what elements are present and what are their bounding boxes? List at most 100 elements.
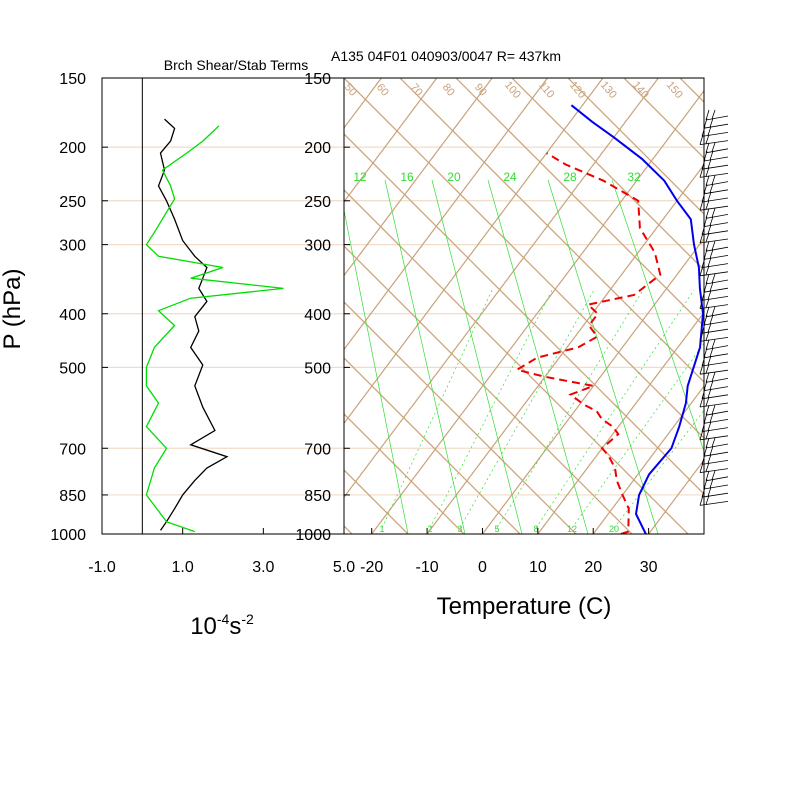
isotherm-label: 150	[664, 79, 685, 101]
y-axis-label: P (hPa)	[0, 269, 26, 350]
left-y-tick-label: 300	[59, 238, 86, 255]
wind-barb	[705, 372, 729, 383]
wind-barb	[701, 421, 729, 432]
isotherm-label: 110	[536, 79, 556, 100]
wind-barb	[701, 487, 729, 498]
left-y-tick-label: 250	[59, 194, 86, 211]
right-x-tick-label: -10	[416, 559, 439, 576]
wind-barb	[699, 462, 729, 473]
wind-barb	[701, 126, 729, 137]
moist-adiabat-line	[459, 289, 595, 529]
left-y-tick-label: 700	[59, 441, 86, 458]
right-panel-frame	[343, 77, 705, 535]
left-series-line-green	[145, 125, 284, 533]
right-y-tick-label: 300	[304, 238, 331, 255]
wind-barb	[705, 470, 729, 482]
right-x-tick-label: 10	[529, 559, 547, 576]
right-y-tick-label: 400	[304, 307, 331, 324]
wind-barb	[699, 364, 729, 375]
isotherm-line	[0, 78, 326, 534]
right-y-tick-label: 150	[304, 71, 331, 88]
wind-barb	[703, 183, 729, 195]
right-y-tick-label: 250	[304, 194, 331, 211]
wind-barb	[705, 306, 729, 318]
isotherm-label: 130	[598, 79, 619, 101]
wind-barb	[705, 437, 729, 449]
mixing-ratio-line	[487, 179, 589, 534]
left-y-tick-label: 400	[59, 307, 86, 324]
wind-barb	[701, 257, 729, 268]
mixing-ratio-bottom-label: 5	[494, 524, 499, 534]
mixing-ratio-line	[384, 179, 466, 534]
isotherm-label: 120	[567, 79, 588, 101]
right-y-tick-label: 1000	[295, 527, 331, 544]
isotherm-line	[481, 237, 704, 534]
wind-barb	[701, 290, 729, 301]
dry-adiabat-line	[344, 189, 689, 534]
right-panel-title: A135 04F01 040903/0047 R= 437km	[331, 48, 561, 64]
mixing-ratio-line	[431, 179, 523, 534]
wind-barb	[699, 134, 729, 145]
wind-barb	[699, 396, 729, 408]
isotherm-line	[344, 78, 493, 277]
left-y-tick-label: 1000	[50, 527, 86, 544]
wind-barb	[703, 118, 729, 129]
dry-adiabat-line	[344, 78, 704, 439]
isotherm-label: 140	[630, 79, 651, 101]
left-x-tick-label: 3.0	[252, 559, 274, 576]
wind-barb	[703, 413, 729, 424]
mixing-ratio-line	[344, 208, 409, 534]
mixing-ratio-label: 32	[627, 170, 641, 184]
mixing-ratio-bottom-label: 2	[427, 524, 432, 534]
mixing-ratio-label: 28	[563, 170, 577, 184]
right-y-tick-label: 700	[304, 441, 331, 458]
right-x-tick-label: 0	[478, 559, 487, 576]
isotherm-label: 80	[440, 82, 457, 99]
left-y-tick-label: 500	[59, 360, 86, 377]
isotherm-line	[0, 78, 271, 534]
wind-barb	[701, 355, 729, 367]
wind-barb	[705, 241, 729, 252]
wind-barb	[703, 478, 729, 490]
wind-barb	[699, 167, 729, 178]
mixing-ratio-bottom-label: 12	[567, 524, 577, 534]
wind-barb	[703, 216, 729, 227]
wind-barb	[703, 282, 729, 293]
isotherm-line	[426, 163, 704, 534]
right-y-tick-label: 500	[304, 360, 331, 377]
left-x-axis-label: 10-4s-2	[190, 611, 254, 640]
wind-barb	[701, 388, 729, 400]
isotherm-label: 100	[502, 79, 523, 101]
isotherm-line	[648, 459, 704, 534]
wind-barb	[705, 109, 729, 121]
wind-barb	[701, 454, 729, 465]
moist-adiabat-line	[381, 289, 493, 529]
mixing-ratio-label: 24	[503, 170, 517, 184]
wind-barb	[705, 208, 729, 219]
dry-adiabat-line	[792, 78, 800, 578]
left-series-line-black	[157, 118, 229, 531]
temperature-line	[570, 104, 704, 534]
wind-barb	[699, 429, 729, 441]
right-x-axis-label: Temperature (C)	[437, 593, 612, 620]
dry-adiabat-line	[399, 78, 704, 383]
wind-barb	[699, 265, 729, 277]
wind-barb	[703, 380, 729, 391]
wind-barb	[699, 495, 729, 506]
dry-adiabat-line	[0, 78, 340, 578]
wind-barb	[705, 273, 729, 285]
dry-adiabat-line	[344, 301, 577, 534]
isotherm-line	[592, 385, 704, 534]
mixing-ratio-bottom-label: 20	[609, 524, 619, 534]
left-x-tick-label: 5.0	[333, 559, 355, 576]
wind-barb	[701, 191, 729, 203]
right-y-tick-label: 200	[304, 140, 331, 157]
left-y-tick-label: 200	[59, 140, 86, 157]
wind-barb	[703, 150, 729, 162]
mixing-ratio-bottom-label: 1	[379, 524, 384, 534]
wind-barb	[705, 142, 729, 154]
isotherm-line	[537, 311, 704, 534]
dry-adiabat-line	[344, 357, 521, 534]
wind-barb	[699, 200, 729, 211]
